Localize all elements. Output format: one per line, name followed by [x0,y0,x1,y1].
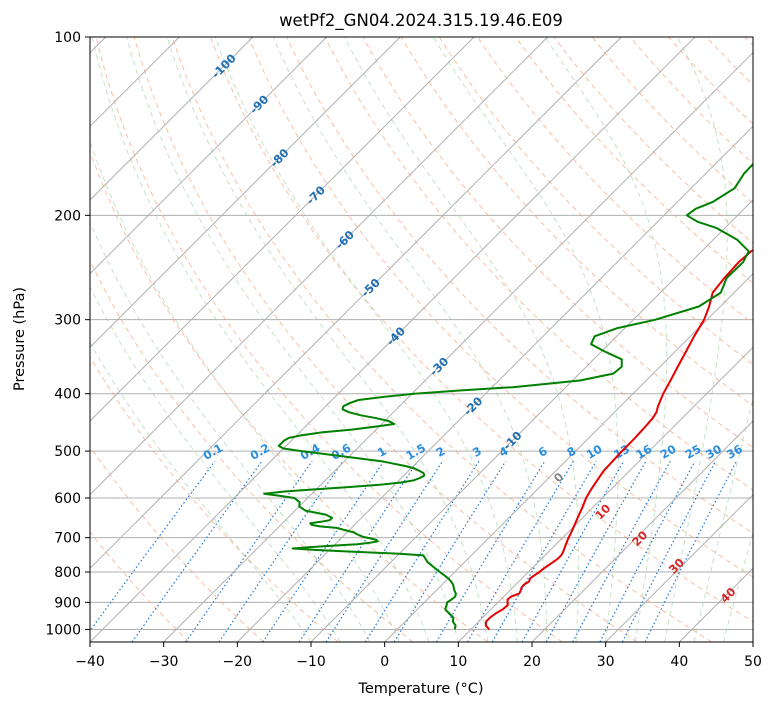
y-tick-label: 1000 [45,622,81,638]
moist-adiabat-line [91,37,430,642]
mixing-ratio-label: 30 [703,442,724,462]
temperature-line [484,248,753,631]
y-tick-label: 400 [54,387,81,403]
x-tick-label: −20 [223,654,253,670]
isotherm-line [163,51,753,642]
moist-adiabat-line [90,221,371,642]
dry-adiabat-line [438,37,753,366]
moist-adiabat-line [90,140,400,642]
pressure-gridlines [90,37,753,630]
y-tick-label: 500 [54,444,81,460]
dry-adiabats [90,37,753,642]
y-tick-label: 100 [54,30,81,46]
x-tick-label: 0 [380,654,389,670]
y-tick-label: 900 [54,595,81,611]
y-tick-label: 200 [54,208,81,224]
isotherm-line [384,272,753,642]
plot-frame [89,36,754,643]
mixing-ratio-line [521,460,625,642]
moist-adiabat-line [664,37,728,642]
mixing-ratio-line [644,460,738,642]
dry-adiabat-line [90,259,414,642]
dry-adiabat-line [286,37,753,534]
mixing-ratio-line [185,460,313,642]
moist-adiabat-line [272,37,548,642]
dry-adiabat-line [95,37,563,642]
x-tick-label: 50 [744,654,762,670]
dry-adiabat-line [133,37,638,642]
isotherm-line [90,37,475,422]
isotherm-line [90,37,622,570]
y-tick-label: 700 [54,531,81,547]
mixing-ratio-label: 20 [658,442,679,462]
mixing-ratio-line [90,460,216,632]
y-tick-label: 600 [54,491,81,507]
isotherm-line [90,37,549,496]
x-tick-label: −10 [296,654,326,670]
isotherm-line [90,37,328,275]
x-tick-label: 20 [523,654,541,670]
y-tick-label: 800 [54,565,81,581]
moist-adiabat-line [432,37,619,642]
skewed-isotherms [90,37,753,642]
dry-adiabat-line [90,531,190,642]
x-axis-ticks: −40 −30 −20 −10 0 10 20 30 40 50 [75,642,762,670]
plot-area: -100-90-80-70-60-50-40-30-20-10 0.1 0.2 0.… [90,37,753,642]
isotherm-line [90,37,254,201]
x-tick-label: 40 [670,654,688,670]
moist-adiabat-line [693,396,753,642]
moist-adiabat-line [344,37,580,642]
dry-adiabat-line [210,37,753,623]
mixing-ratio-line [435,460,546,642]
mixing-ratio-line [466,460,574,642]
mixing-ratio-label: 25 [683,442,704,462]
isotherm-line [605,493,753,642]
mixing-ratio-line [393,460,507,642]
mixing-ratio-label: 10 [584,442,605,462]
moist-adiabat-line [544,37,668,642]
profile-lines [263,162,753,631]
mixing-ratio-label: 36 [724,442,745,462]
mixing-ratio-line [262,460,385,642]
chart-title: wetPf2_GN04.2024.315.19.46.E09 [279,11,563,31]
dry-adiabat-line [400,37,753,407]
isotherm-line [310,199,753,642]
x-tick-label: −40 [75,654,105,670]
dry-adiabat-line [324,37,753,491]
x-tick-label: 10 [449,654,467,670]
isotherm-line [531,420,753,642]
moist-adiabat-line [214,37,518,642]
y-axis-label: Pressure (hPa) [12,287,28,391]
mixing-ratio-label: 16 [633,442,654,462]
isotherm-line [90,37,401,349]
y-tick-label: 300 [54,313,81,329]
x-axis-label: Temperature (°C) [357,681,483,697]
isotherm-line [236,125,753,642]
isotherm-line [457,346,753,642]
dry-adiabat-line [90,356,339,642]
moist-adiabat-line [90,341,312,642]
moist-adiabats [90,37,753,642]
x-tick-label: −30 [149,654,179,670]
x-tick-label: 30 [597,654,615,670]
y-axis-ticks: 100 200 300 400 500 600 700 800 900 1000 [45,30,90,638]
moist-adiabat-line [166,37,489,642]
mixing-ratio-line [218,460,344,642]
moist-adiabat-line [126,37,459,642]
mixing-ratio-lines [90,460,738,642]
dry-adiabat-line [248,37,753,578]
dewpoint-line [263,162,753,630]
isotherm-line [90,37,696,642]
mixing-ratio-line [621,460,717,642]
